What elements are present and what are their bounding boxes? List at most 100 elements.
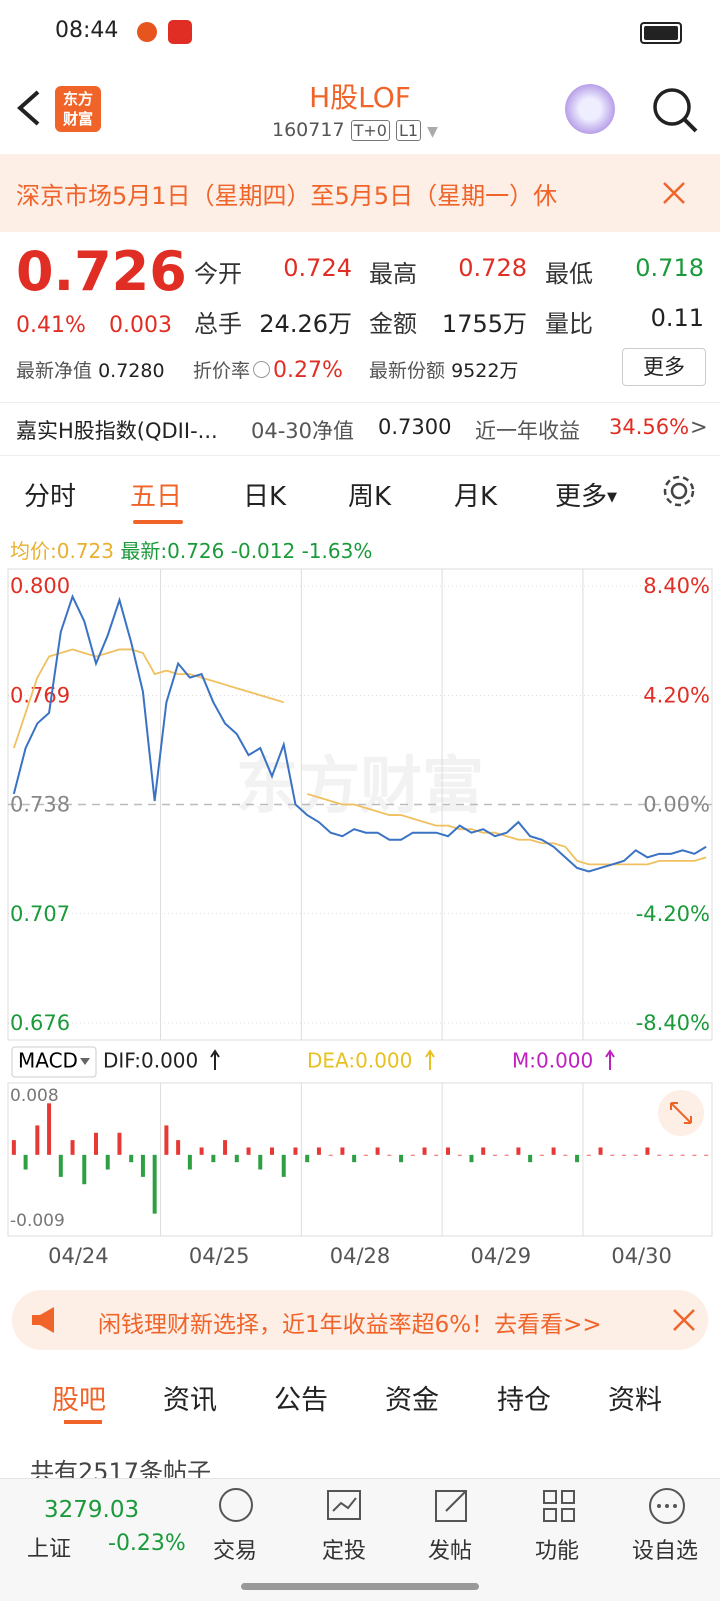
code-line: 160717 T+0 L1 ▼ bbox=[272, 119, 438, 141]
macd-bar bbox=[223, 1140, 228, 1155]
macd-bar bbox=[410, 1154, 415, 1156]
return-value: 34.56% bbox=[609, 415, 690, 439]
more-button[interactable]: 更多 bbox=[622, 348, 706, 386]
time: 08:44 bbox=[55, 18, 119, 43]
change: 0.003 bbox=[109, 313, 172, 338]
y2-tick-label: 8.40% bbox=[643, 574, 710, 598]
dropdown-icon[interactable]: ▼ bbox=[427, 124, 438, 140]
y-tick-label: 0.769 bbox=[10, 683, 70, 707]
tag: T+0 bbox=[350, 120, 390, 141]
field-value: 0.724 bbox=[283, 254, 352, 282]
nav-item[interactable]: 功能 bbox=[535, 1539, 580, 1564]
detail-value: 0.27% bbox=[273, 358, 343, 383]
chart: 东方财富 MACD DIF:0.000 DEA:0.000 M:0.000 0.… bbox=[7, 568, 713, 1268]
y-tick-label: 0.676 bbox=[10, 1011, 70, 1035]
field-value: 0.11 bbox=[650, 304, 704, 332]
tab[interactable]: 资讯 bbox=[163, 1385, 217, 1416]
macd-bar bbox=[316, 1147, 321, 1155]
macd-bar bbox=[610, 1154, 615, 1156]
tab[interactable]: 分时 bbox=[24, 482, 77, 512]
tab[interactable]: 公告 bbox=[274, 1385, 328, 1416]
macd-bar bbox=[246, 1147, 251, 1155]
macd-bar bbox=[692, 1154, 697, 1156]
price: 0.726 bbox=[16, 240, 187, 303]
macd-bar bbox=[680, 1154, 685, 1156]
y2-tick-label: -4.20% bbox=[636, 902, 710, 926]
index-value: 3279.03 bbox=[44, 1497, 140, 1523]
title: H股LOF bbox=[309, 81, 411, 114]
change-pct: 0.41% bbox=[16, 313, 86, 338]
search-button[interactable] bbox=[650, 86, 702, 136]
macd-bar bbox=[117, 1132, 122, 1155]
nav-item[interactable]: 设自选 bbox=[632, 1539, 699, 1564]
tag: L1 bbox=[395, 120, 422, 141]
detail-label: 最新净值 bbox=[16, 360, 93, 382]
nav-item[interactable]: 交易 bbox=[213, 1539, 258, 1564]
tab[interactable]: 日K bbox=[243, 482, 287, 512]
macd-bar bbox=[434, 1154, 439, 1156]
macd-bar bbox=[211, 1154, 216, 1163]
macd-bar bbox=[152, 1154, 157, 1214]
legend-value: -0.012 bbox=[230, 539, 296, 563]
macd-bar bbox=[258, 1154, 263, 1170]
tab[interactable]: 资料 bbox=[608, 1385, 662, 1416]
macd-bar bbox=[622, 1154, 626, 1156]
macd-bar bbox=[704, 1154, 709, 1156]
macd-bar bbox=[399, 1154, 404, 1163]
nav-label: 04-30净值 bbox=[251, 419, 355, 443]
field-value: 0.718 bbox=[635, 254, 704, 282]
dropdown-icon bbox=[80, 1058, 90, 1065]
watermark: 东方财富 bbox=[236, 749, 484, 822]
macd-bar bbox=[457, 1154, 462, 1156]
index-row[interactable]: 嘉实H股指数(QDII-... 04-30净值 0.7300 近一年收益 34.… bbox=[0, 402, 720, 456]
indicator-select[interactable] bbox=[11, 1046, 97, 1078]
x-tick-label: 04/30 bbox=[611, 1244, 672, 1268]
macd-bar bbox=[633, 1154, 638, 1156]
field-label: 总手 bbox=[194, 310, 242, 338]
tab[interactable]: 周K bbox=[348, 482, 392, 512]
index-change: -0.23% bbox=[108, 1531, 186, 1556]
arrow-icon bbox=[425, 1049, 435, 1070]
macd-bar bbox=[575, 1154, 580, 1163]
code: 160717 bbox=[272, 119, 345, 141]
detail-value: 9522万 bbox=[451, 360, 519, 382]
macd-bar bbox=[469, 1154, 474, 1163]
assistant-avatar[interactable] bbox=[565, 84, 615, 134]
settings-button[interactable] bbox=[660, 472, 698, 510]
legend-value: 0.723 bbox=[56, 539, 115, 563]
macd-bar bbox=[586, 1154, 591, 1156]
y2-tick-label: 0.00% bbox=[643, 793, 710, 817]
y-tick-label: 0.738 bbox=[10, 793, 70, 817]
tab[interactable]: 月K bbox=[454, 482, 498, 512]
nav-item[interactable]: 发帖 bbox=[428, 1539, 473, 1564]
macd-bar bbox=[422, 1147, 427, 1155]
detail: 折价率 0.27% bbox=[193, 356, 343, 383]
macd-bar bbox=[551, 1147, 556, 1155]
field-label: 量比 bbox=[545, 310, 593, 338]
arrow-icon bbox=[605, 1049, 615, 1070]
macd-bar bbox=[47, 1103, 52, 1155]
macd-bar bbox=[539, 1154, 544, 1156]
back-button[interactable] bbox=[14, 88, 44, 128]
macd-frame bbox=[7, 1082, 713, 1237]
field-value: 1755万 bbox=[441, 310, 527, 338]
close-button[interactable] bbox=[672, 1308, 696, 1332]
tab-active[interactable]: 五日 bbox=[130, 482, 183, 512]
info-icon[interactable] bbox=[253, 361, 271, 378]
tab[interactable]: 资金 bbox=[385, 1385, 439, 1416]
macd-bar bbox=[82, 1154, 87, 1185]
tab[interactable]: 持仓 bbox=[497, 1385, 551, 1416]
m-label: M:0.000 bbox=[512, 1049, 593, 1073]
close-button[interactable] bbox=[662, 181, 686, 205]
macd-bar bbox=[129, 1154, 134, 1163]
macd-bar bbox=[187, 1154, 192, 1170]
y-tick-label: 0.800 bbox=[10, 574, 70, 598]
field-label: 金额 bbox=[369, 310, 417, 338]
tab-active[interactable]: 股吧 bbox=[52, 1385, 106, 1416]
tab[interactable]: 更多▼ bbox=[555, 476, 617, 513]
nav-item[interactable]: 定投 bbox=[322, 1539, 367, 1564]
macd-bar bbox=[281, 1154, 286, 1177]
promo-bar[interactable]: 闲钱理财新选择，近1年收益率超6%！去看看>> bbox=[12, 1290, 708, 1350]
y-tick-label: 0.008 bbox=[10, 1086, 59, 1106]
macd-bar bbox=[340, 1147, 345, 1155]
